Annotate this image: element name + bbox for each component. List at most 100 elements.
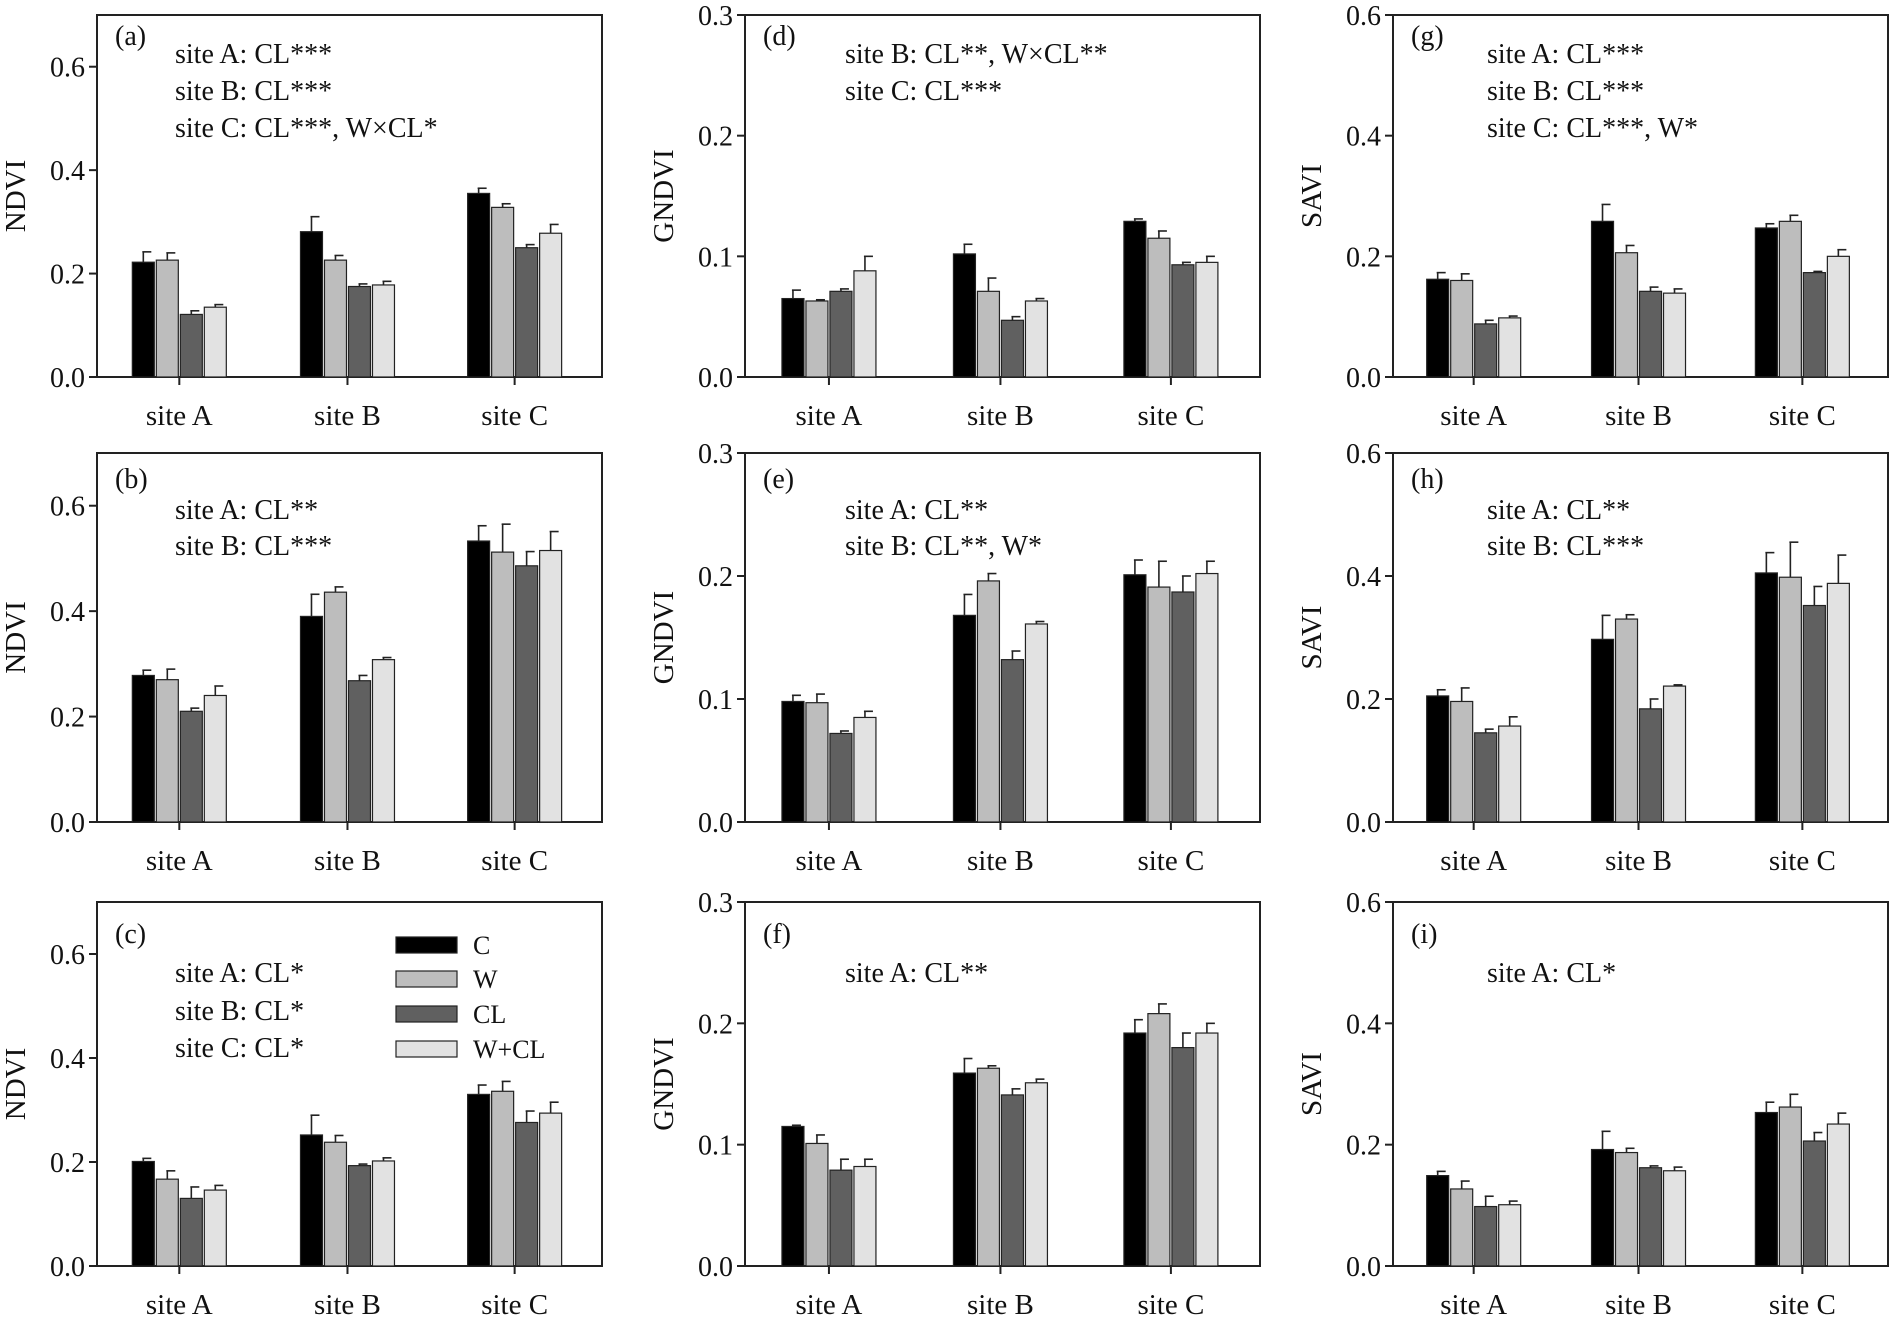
- significance-annotation: site B: CL***: [175, 531, 332, 562]
- panel-letter: (i): [1411, 919, 1437, 950]
- bar-w: [1450, 700, 1474, 823]
- significance-annotation: site B: CL**, W×CL**: [845, 39, 1108, 70]
- bar-cl: [1171, 1046, 1195, 1267]
- bar-w: [491, 1090, 515, 1267]
- y-tick-label: 0.4: [1346, 1009, 1381, 1040]
- x-tick-label: site C: [1137, 845, 1204, 877]
- bar-w: [1614, 252, 1639, 378]
- bar-cl: [1802, 604, 1826, 823]
- x-tick-label: site A: [1440, 1289, 1507, 1318]
- bar-c: [1426, 278, 1450, 378]
- x-tick-label: site C: [1769, 845, 1836, 877]
- panel-f: 0.0 0.1 0.2 0.3 GNDVI site A site B site C (f) si…: [648, 888, 1261, 1318]
- bar-w-cl: [853, 716, 877, 823]
- bar-w: [805, 1142, 829, 1267]
- bar-w: [323, 591, 348, 823]
- bar-w-cl: [1024, 623, 1049, 823]
- x-tick-label: site B: [314, 1289, 381, 1318]
- bar-w: [1614, 1151, 1639, 1267]
- panel-letter: (a): [115, 21, 146, 52]
- x-tick-label: site C: [1137, 400, 1204, 432]
- y-tick-label: 0.0: [50, 808, 85, 839]
- y-axis-label: GNDVI: [648, 1037, 680, 1130]
- legend-label: C: [473, 931, 490, 960]
- bar-w: [1147, 1013, 1171, 1267]
- bar-cl: [179, 313, 203, 378]
- bar-w: [1778, 576, 1802, 823]
- x-tick-label: site A: [796, 845, 863, 877]
- y-axis-label: NDVI: [0, 1048, 32, 1121]
- bar-w-cl: [1662, 685, 1687, 823]
- bar-c: [952, 253, 977, 378]
- x-tick-label: site A: [146, 400, 213, 432]
- bar-w-cl: [1826, 1123, 1850, 1267]
- bar-c: [1590, 638, 1615, 823]
- bar-c: [781, 1125, 805, 1267]
- bar-cl: [1638, 1167, 1663, 1267]
- legend-label: W: [473, 965, 498, 994]
- x-tick-label: site C: [481, 845, 548, 877]
- bar-w-cl: [853, 270, 877, 378]
- legend-swatch-cl: [395, 1005, 458, 1023]
- y-tick-label: 0.6: [1346, 439, 1381, 470]
- bar-w: [155, 1178, 179, 1267]
- bar-w: [323, 1141, 348, 1267]
- significance-annotation: site C: CL***, W×CL*: [175, 113, 438, 144]
- x-tick-label: site A: [146, 845, 213, 877]
- x-tick-label: site B: [967, 400, 1034, 432]
- bar-w-cl: [203, 1189, 227, 1267]
- x-tick-label: site C: [481, 1289, 548, 1318]
- y-axis-label: SAVI: [1296, 1052, 1328, 1116]
- bar-c: [299, 615, 324, 823]
- x-tick-label: site B: [967, 1289, 1034, 1318]
- significance-annotation: site A: CL**: [845, 958, 988, 989]
- y-tick-label: 0.1: [698, 1131, 733, 1162]
- legend-label: CL: [473, 1000, 506, 1029]
- y-tick-label: 0.4: [1346, 562, 1381, 593]
- bar-w-cl: [539, 232, 563, 378]
- significance-annotation: site C: CL***, W*: [1487, 113, 1698, 144]
- y-tick-label: 0.0: [698, 808, 733, 839]
- bar-w: [491, 206, 515, 378]
- bar-c: [467, 540, 491, 823]
- bar-c: [299, 1134, 324, 1267]
- panel-letter: (c): [115, 919, 146, 950]
- bar-w-cl: [1195, 1032, 1219, 1267]
- y-tick-label: 0.2: [50, 703, 85, 734]
- panel-a: 0.0 0.2 0.4 0.6 NDVI site A site B site C (a) sit…: [0, 14, 603, 432]
- bar-cl: [179, 1197, 203, 1267]
- bar-w-cl: [1826, 255, 1850, 378]
- y-tick-label: 0.0: [1346, 363, 1381, 394]
- bar-w: [155, 259, 179, 378]
- y-tick-label: 0.2: [698, 562, 733, 593]
- bar-w-cl: [1498, 725, 1522, 823]
- y-tick-label: 0.1: [698, 242, 733, 273]
- panel-letter: (d): [763, 21, 796, 52]
- bar-c: [1590, 1148, 1615, 1267]
- bar-c: [467, 1093, 491, 1267]
- y-axis-label: NDVI: [0, 160, 32, 233]
- bar-c: [952, 614, 977, 823]
- significance-annotation: site B: CL***: [1487, 531, 1644, 562]
- bar-c: [299, 231, 324, 378]
- legend-swatch-c: [395, 936, 458, 954]
- bar-c: [131, 674, 155, 823]
- bar-c: [1426, 1175, 1450, 1267]
- y-tick-label: 0.2: [1346, 1131, 1381, 1162]
- bar-w: [976, 580, 1001, 823]
- bar-c: [1426, 695, 1450, 823]
- bar-c: [1123, 220, 1147, 378]
- bar-w: [976, 290, 1001, 378]
- legend-swatch-w-cl: [395, 1040, 458, 1058]
- bar-cl: [829, 1169, 853, 1267]
- significance-annotation: site A: CL**: [1487, 495, 1630, 526]
- bar-cl: [179, 710, 203, 823]
- significance-annotation: site A: CL***: [175, 39, 332, 70]
- bar-c: [1754, 227, 1778, 378]
- y-tick-label: 0.0: [698, 1252, 733, 1283]
- panel-letter: (h): [1411, 464, 1444, 495]
- bar-w: [1147, 586, 1171, 823]
- y-tick-label: 0.2: [1346, 685, 1381, 716]
- bar-w-cl: [1498, 1204, 1522, 1267]
- bar-c: [1123, 1032, 1147, 1267]
